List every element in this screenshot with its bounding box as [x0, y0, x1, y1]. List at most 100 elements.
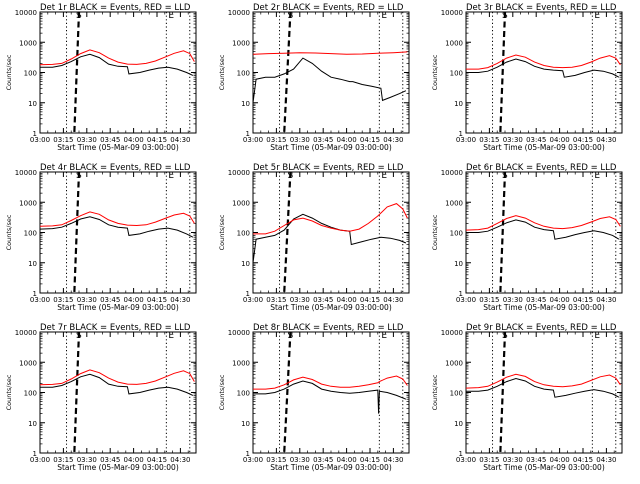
- y-axis-label: Counts/sec: [5, 214, 13, 250]
- dashed-start-line: [499, 171, 507, 294]
- x-tick-label: 03:00: [243, 456, 263, 464]
- y-tick-label: 10000: [15, 329, 37, 337]
- x-tick-label: 03:45: [313, 296, 333, 304]
- x-tick-label: 03:30: [503, 456, 523, 464]
- y-tick-label: 1: [246, 450, 250, 458]
- x-axis-label: Start Time (05-Mar-09 03:00:00): [57, 463, 179, 472]
- x-tick-label: 03:15: [266, 296, 286, 304]
- series-line-events: [253, 380, 407, 414]
- y-tick-label: 1000: [19, 199, 37, 207]
- series-line-events: [39, 216, 194, 238]
- y-tick-label: 10000: [441, 329, 463, 337]
- x-tick-label: 03:45: [100, 456, 120, 464]
- y-tick-label: 1000: [232, 199, 250, 207]
- plot-frame: [465, 331, 623, 454]
- start-marker: S: [502, 171, 508, 181]
- y-tick-label: 10000: [228, 329, 250, 337]
- x-tick-label: 03:00: [456, 456, 476, 464]
- end-marker: E: [168, 171, 174, 181]
- x-tick-label: 03:15: [479, 136, 499, 144]
- x-tick-label: 04:00: [550, 296, 570, 304]
- series-line-lld: [39, 369, 195, 386]
- series-line-events: [40, 373, 194, 396]
- y-tick-label: 1000: [19, 39, 37, 47]
- detector-panel-4: Det 4r BLACK = Events, RED = LLD 1 10 100 10…: [5, 163, 197, 312]
- x-tick-label: 04:00: [124, 456, 144, 464]
- y-tick-label: 1000: [232, 359, 250, 367]
- x-tick-label: 03:45: [526, 456, 546, 464]
- dashed-start-line: [283, 171, 292, 294]
- x-axis-label: Start Time (05-Mar-09 03:00:00): [483, 463, 605, 472]
- x-axis-label: Start Time (05-Mar-09 03:00:00): [57, 303, 179, 312]
- y-tick-label: 10000: [228, 9, 250, 17]
- end-marker: E: [381, 171, 387, 181]
- y-tick-label: 100: [237, 230, 250, 238]
- x-tick-label: 04:30: [596, 136, 616, 144]
- x-tick-label: 03:30: [503, 296, 523, 304]
- panel-title: Det 9r BLACK = Events, RED = LLD: [466, 323, 617, 333]
- x-tick-label: 03:00: [243, 136, 263, 144]
- y-tick-label: 10: [241, 420, 250, 428]
- y-tick-label: 100: [450, 70, 463, 78]
- dashed-start-line: [499, 331, 507, 454]
- x-tick-label: 03:30: [290, 296, 310, 304]
- start-marker: S: [76, 331, 82, 341]
- start-marker: S: [502, 11, 508, 21]
- panel-title: Det 6r BLACK = Events, RED = LLD: [466, 163, 617, 173]
- x-tick-label: 04:15: [360, 456, 380, 464]
- series-line-events: [466, 377, 620, 398]
- y-tick-label: 10000: [228, 169, 250, 177]
- dashed-start-line: [499, 11, 507, 134]
- dashed-start-line: [73, 171, 81, 294]
- x-tick-label: 03:15: [53, 136, 73, 144]
- x-tick-label: 04:30: [170, 296, 190, 304]
- x-tick-label: 03:15: [479, 296, 499, 304]
- x-tick-label: 04:15: [360, 296, 380, 304]
- x-tick-label: 03:45: [313, 136, 333, 144]
- x-tick-label: 03:00: [30, 296, 50, 304]
- plot-frame: [252, 11, 410, 134]
- x-tick-label: 03:00: [456, 136, 476, 144]
- y-axis-label: Counts/sec: [218, 374, 226, 410]
- x-tick-label: 03:15: [266, 456, 286, 464]
- start-marker: S: [76, 11, 82, 21]
- series-line-events: [466, 58, 620, 78]
- y-tick-label: 10: [241, 260, 250, 268]
- x-tick-label: 03:15: [53, 296, 73, 304]
- y-tick-label: 100: [450, 230, 463, 238]
- series-line-lld: [252, 51, 408, 55]
- x-tick-label: 04:30: [596, 456, 616, 464]
- y-tick-label: 1: [459, 130, 463, 138]
- x-tick-label: 03:45: [100, 296, 120, 304]
- x-tick-label: 03:30: [290, 136, 310, 144]
- series-line-lld: [466, 54, 621, 70]
- x-tick-label: 04:30: [383, 136, 403, 144]
- y-axis-label: Counts/sec: [5, 374, 13, 410]
- plot-frame: [252, 171, 410, 294]
- x-tick-label: 03:15: [53, 456, 73, 464]
- x-tick-label: 03:00: [456, 296, 476, 304]
- y-tick-label: 1000: [445, 39, 463, 47]
- y-axis-label: Counts/sec: [218, 54, 226, 90]
- end-marker: E: [168, 331, 174, 341]
- end-marker: E: [168, 11, 174, 21]
- y-tick-label: 1000: [445, 359, 463, 367]
- start-marker: S: [287, 11, 293, 21]
- y-tick-label: 1000: [232, 39, 250, 47]
- x-tick-label: 03:45: [526, 136, 546, 144]
- y-axis-label: Counts/sec: [431, 54, 439, 90]
- x-axis-label: Start Time (05-Mar-09 03:00:00): [270, 303, 392, 312]
- panel-title: Det 5r BLACK = Events, RED = LLD: [253, 163, 404, 173]
- series-line-lld: [39, 49, 195, 66]
- x-tick-label: 03:15: [266, 136, 286, 144]
- x-tick-label: 03:00: [30, 136, 50, 144]
- y-axis-label: Counts/sec: [431, 374, 439, 410]
- x-tick-label: 03:30: [77, 296, 97, 304]
- x-tick-label: 03:00: [30, 456, 50, 464]
- y-tick-label: 1: [246, 130, 250, 138]
- series-line-lld: [253, 375, 408, 390]
- panel-title: Det 3r BLACK = Events, RED = LLD: [466, 3, 617, 13]
- y-tick-label: 10000: [441, 169, 463, 177]
- x-tick-label: 04:00: [124, 296, 144, 304]
